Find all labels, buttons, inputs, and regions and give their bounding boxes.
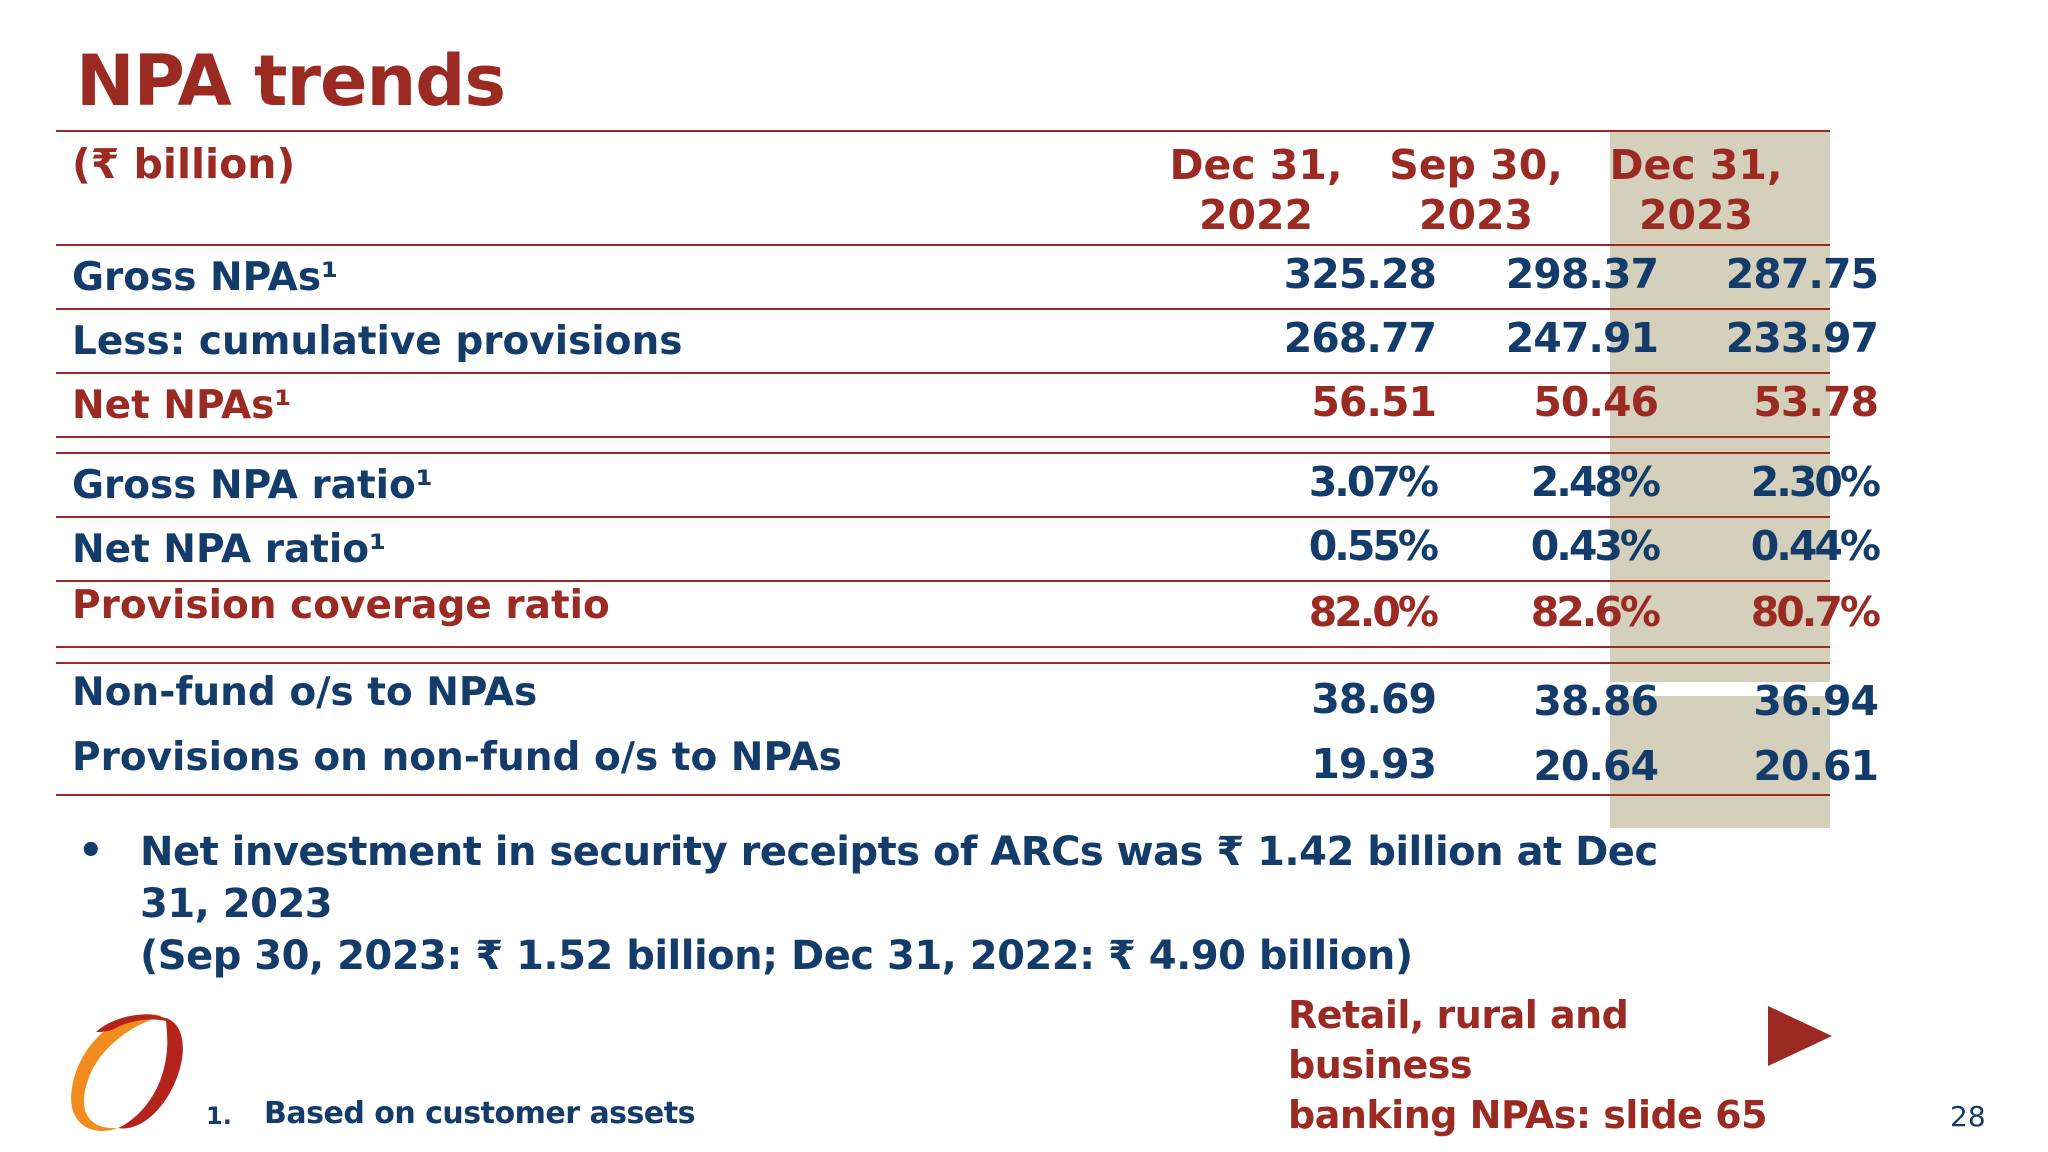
cell-value: 36.94 bbox=[1753, 677, 1879, 725]
rule bbox=[56, 372, 1830, 374]
row-label: Provision coverage ratio bbox=[72, 583, 610, 628]
table-row-cumulative-provisions: Less: cumulative provisions 268.77 247.9… bbox=[56, 308, 1879, 372]
cell-value: 50.46 bbox=[1533, 378, 1659, 426]
column-header-dec-2022: Dec 31, 2022 bbox=[1169, 141, 1343, 239]
cell-value: 298.37 bbox=[1505, 250, 1659, 298]
current-column-shade-3 bbox=[1610, 696, 1830, 828]
cell-value: 82.6% bbox=[1530, 588, 1661, 636]
bank-logo-icon bbox=[71, 1014, 183, 1131]
cell-value: 2.48% bbox=[1530, 458, 1661, 506]
cell-value: 3.07% bbox=[1308, 458, 1439, 506]
row-label: Net NPAs¹ bbox=[72, 383, 292, 428]
play-arrow-icon[interactable] bbox=[1768, 1006, 1832, 1066]
table-row-provision-coverage-ratio: Provision coverage ratio 82.0% 82.6% 80.… bbox=[56, 576, 1881, 640]
row-label: Gross NPA ratio¹ bbox=[72, 463, 433, 508]
page-number: 28 bbox=[1950, 1100, 1986, 1133]
row-label: Gross NPAs¹ bbox=[72, 255, 339, 300]
arc-note-line-2: (Sep 30, 2023: ₹ 1.52 billion; Dec 31, 2… bbox=[140, 933, 1413, 979]
footnote-number: 1. bbox=[206, 1102, 232, 1130]
bullet-marker: • bbox=[78, 828, 104, 874]
crossref-line-1: Retail, rural and business bbox=[1288, 993, 1629, 1087]
column-header-sep-2023: Sep 30, 2023 bbox=[1389, 141, 1563, 239]
column-header-dec-2023: Dec 31, 2023 bbox=[1609, 141, 1783, 239]
cell-value: 38.69 bbox=[1311, 675, 1437, 723]
cell-value: 268.77 bbox=[1283, 314, 1437, 362]
rule bbox=[56, 452, 1830, 454]
cell-value: 233.97 bbox=[1725, 314, 1879, 362]
table-row-gross-npa-ratio: Gross NPA ratio¹ 3.07% 2.48% 2.30% bbox=[56, 452, 1881, 516]
current-column-shade-1 bbox=[1610, 130, 1830, 480]
rule bbox=[56, 646, 1830, 648]
rule bbox=[56, 794, 1830, 796]
arc-note-line-1: Net investment in security receipts of A… bbox=[140, 829, 1658, 927]
rule bbox=[56, 662, 1830, 664]
crossref-line-2: banking NPAs: slide 65 bbox=[1288, 1093, 1768, 1137]
cell-value: 20.61 bbox=[1753, 742, 1879, 790]
row-label: Non-fund o/s to NPAs bbox=[72, 670, 538, 715]
cell-value: 0.44% bbox=[1750, 522, 1881, 570]
cell-value: 325.28 bbox=[1283, 250, 1437, 298]
cell-value: 0.55% bbox=[1308, 522, 1439, 570]
cell-value: 80.7% bbox=[1750, 588, 1881, 636]
rule bbox=[56, 244, 1830, 246]
rule bbox=[56, 580, 1830, 582]
cell-value: 0.43% bbox=[1530, 522, 1661, 570]
unit-label: (₹ billion) bbox=[72, 140, 296, 188]
arc-note: Net investment in security receipts of A… bbox=[140, 826, 1740, 982]
rule bbox=[56, 516, 1830, 518]
table-row-net-npa-ratio: Net NPA ratio¹ 0.55% 0.43% 0.44% bbox=[56, 516, 1881, 580]
page-title: NPA trends bbox=[76, 40, 506, 122]
cell-value: 247.91 bbox=[1505, 314, 1659, 362]
cell-value: 82.0% bbox=[1308, 588, 1439, 636]
row-label: Net NPA ratio¹ bbox=[72, 527, 387, 572]
cell-value: 56.51 bbox=[1311, 378, 1437, 426]
rule bbox=[56, 308, 1830, 310]
cell-value: 38.86 bbox=[1533, 677, 1659, 725]
table-row-provisions-non-fund-os: Provisions on non-fund o/s to NPAs 19.93… bbox=[56, 730, 1879, 794]
table-row-non-fund-os: Non-fund o/s to NPAs 38.69 38.86 36.94 bbox=[56, 666, 1879, 730]
cell-value: 287.75 bbox=[1725, 250, 1879, 298]
table-row-gross-npas: Gross NPAs¹ 325.28 298.37 287.75 bbox=[56, 244, 1879, 308]
cell-value: 20.64 bbox=[1533, 742, 1659, 790]
cell-value: 2.30% bbox=[1750, 458, 1881, 506]
table-row-net-npas: Net NPAs¹ 56.51 50.46 53.78 bbox=[56, 372, 1879, 436]
slide-crossref-link[interactable]: Retail, rural and business banking NPAs:… bbox=[1288, 990, 1768, 1140]
rule bbox=[56, 436, 1830, 438]
cell-value: 53.78 bbox=[1753, 378, 1879, 426]
footnote-text: Based on customer assets bbox=[264, 1096, 695, 1131]
cell-value: 19.93 bbox=[1311, 740, 1437, 788]
rule bbox=[56, 130, 1830, 132]
row-label: Provisions on non-fund o/s to NPAs bbox=[72, 735, 842, 780]
row-label: Less: cumulative provisions bbox=[72, 319, 683, 364]
